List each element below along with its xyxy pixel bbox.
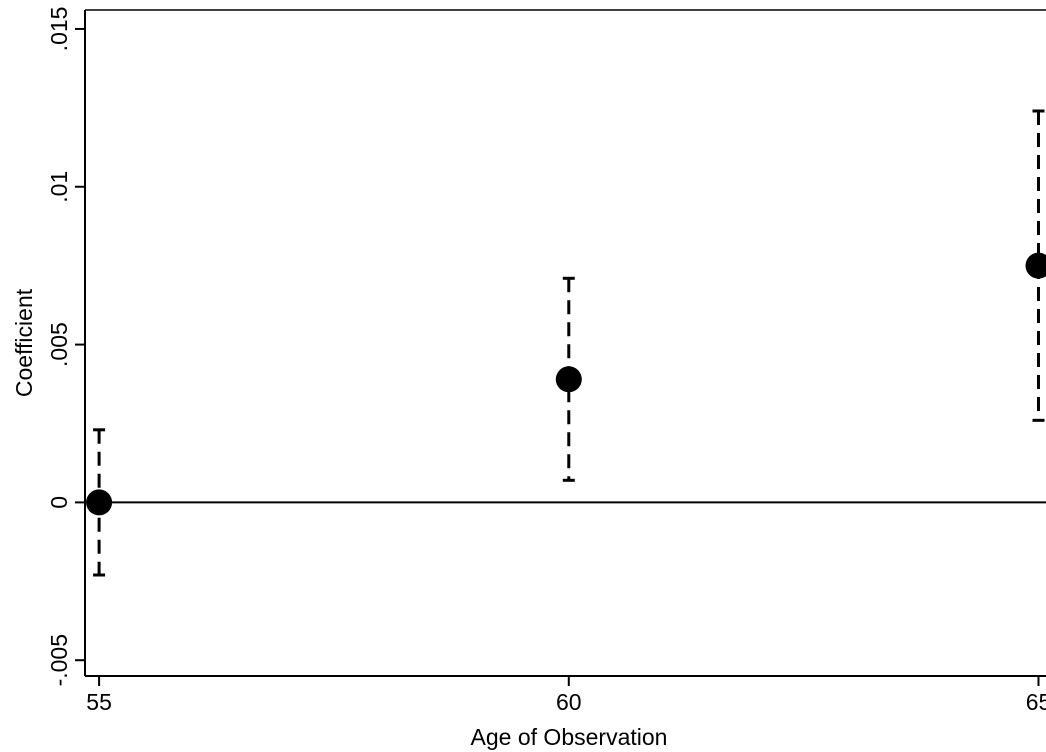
- data-point-marker: [86, 489, 113, 516]
- tick-labels: -.005 0 .005 .01 .015 55 60 65: [46, 7, 1046, 715]
- y-tick-label: .005: [46, 322, 72, 367]
- y-tick-label: .015: [46, 7, 72, 52]
- data-point-marker: [555, 366, 582, 393]
- y-tick-label: .01: [46, 171, 72, 203]
- y-tick-label: 0: [46, 496, 72, 509]
- y-axis-title: Coefficient: [11, 288, 37, 397]
- y-tick-label: -.005: [46, 634, 72, 686]
- x-tick-label: 60: [556, 689, 582, 715]
- plot-area: [75, 9, 1046, 686]
- data-point-marker: [1025, 252, 1046, 279]
- x-tick-label: 55: [86, 689, 112, 715]
- x-tick-label: 65: [1026, 689, 1046, 715]
- x-axis-title: Age of Observation: [471, 724, 668, 750]
